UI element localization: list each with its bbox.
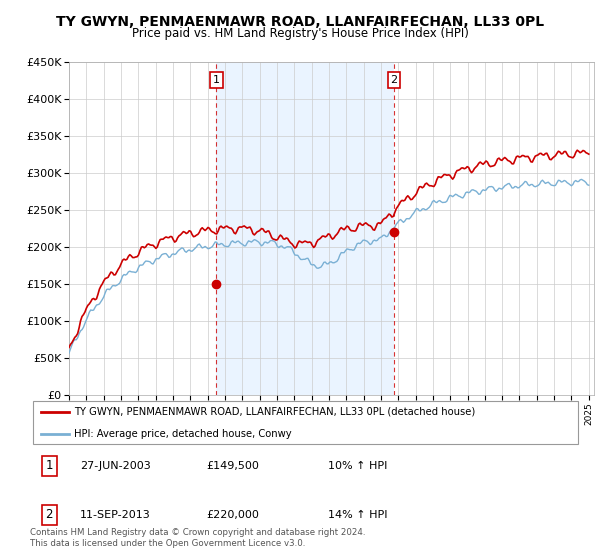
- Text: Contains HM Land Registry data © Crown copyright and database right 2024.
This d: Contains HM Land Registry data © Crown c…: [30, 528, 365, 548]
- Text: 10% ↑ HPI: 10% ↑ HPI: [328, 461, 388, 471]
- Text: 2: 2: [46, 508, 53, 521]
- Text: TY GWYN, PENMAENMAWR ROAD, LLANFAIRFECHAN, LL33 0PL (detached house): TY GWYN, PENMAENMAWR ROAD, LLANFAIRFECHA…: [74, 407, 475, 417]
- Bar: [216, 62, 394, 395]
- Text: 1: 1: [213, 75, 220, 85]
- Text: HPI: Average price, detached house, Conwy: HPI: Average price, detached house, Conw…: [74, 430, 292, 440]
- Text: £220,000: £220,000: [206, 510, 260, 520]
- Text: 1: 1: [46, 459, 53, 473]
- Text: 11-SEP-2013: 11-SEP-2013: [80, 510, 151, 520]
- Text: 14% ↑ HPI: 14% ↑ HPI: [328, 510, 388, 520]
- Text: £149,500: £149,500: [206, 461, 260, 471]
- Text: 27-JUN-2003: 27-JUN-2003: [80, 461, 151, 471]
- Text: Price paid vs. HM Land Registry's House Price Index (HPI): Price paid vs. HM Land Registry's House …: [131, 27, 469, 40]
- Text: 2: 2: [391, 75, 397, 85]
- FancyBboxPatch shape: [33, 401, 578, 444]
- Text: TY GWYN, PENMAENMAWR ROAD, LLANFAIRFECHAN, LL33 0PL: TY GWYN, PENMAENMAWR ROAD, LLANFAIRFECHA…: [56, 15, 544, 29]
